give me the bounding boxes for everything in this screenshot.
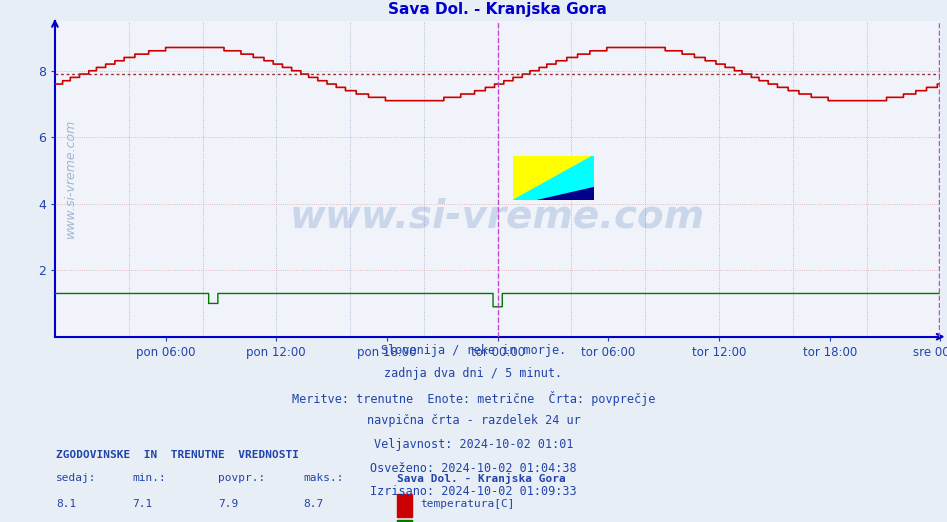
Text: Izrisano: 2024-10-02 01:09:33: Izrisano: 2024-10-02 01:09:33	[370, 485, 577, 499]
Text: 7.9: 7.9	[218, 499, 238, 509]
Text: 8.1: 8.1	[56, 499, 76, 509]
Text: maks.:: maks.:	[303, 473, 344, 483]
Text: zadnja dva dni / 5 minut.: zadnja dva dni / 5 minut.	[384, 367, 563, 380]
Bar	[397, 520, 412, 522]
Text: min.:: min.:	[133, 473, 167, 483]
Text: Slovenija / reke in morje.: Slovenija / reke in morje.	[381, 343, 566, 357]
Text: navpična črta - razdelek 24 ur: navpična črta - razdelek 24 ur	[366, 414, 581, 428]
Text: 7.1: 7.1	[133, 499, 152, 509]
Text: Osveženo: 2024-10-02 01:04:38: Osveženo: 2024-10-02 01:04:38	[370, 461, 577, 474]
Polygon shape	[537, 187, 594, 200]
Text: ZGODOVINSKE  IN  TRENUTNE  VREDNOSTI: ZGODOVINSKE IN TRENUTNE VREDNOSTI	[56, 450, 299, 460]
Text: Sava Dol. - Kranjska Gora: Sava Dol. - Kranjska Gora	[397, 473, 565, 484]
Polygon shape	[513, 156, 594, 200]
Text: Meritve: trenutne  Enote: metrične  Črta: povprečje: Meritve: trenutne Enote: metrične Črta: …	[292, 391, 655, 406]
Bar	[397, 494, 412, 517]
Text: www.si-vreme.com: www.si-vreme.com	[290, 198, 706, 235]
Text: 8.7: 8.7	[303, 499, 323, 509]
Polygon shape	[513, 156, 594, 200]
Text: Veljavnost: 2024-10-02 01:01: Veljavnost: 2024-10-02 01:01	[374, 438, 573, 451]
Text: www.si-vreme.com: www.si-vreme.com	[64, 119, 78, 239]
Text: povpr.:: povpr.:	[218, 473, 265, 483]
Title: Sava Dol. - Kranjska Gora: Sava Dol. - Kranjska Gora	[388, 2, 607, 17]
Text: sedaj:: sedaj:	[56, 473, 97, 483]
Text: temperatura[C]: temperatura[C]	[420, 499, 515, 509]
